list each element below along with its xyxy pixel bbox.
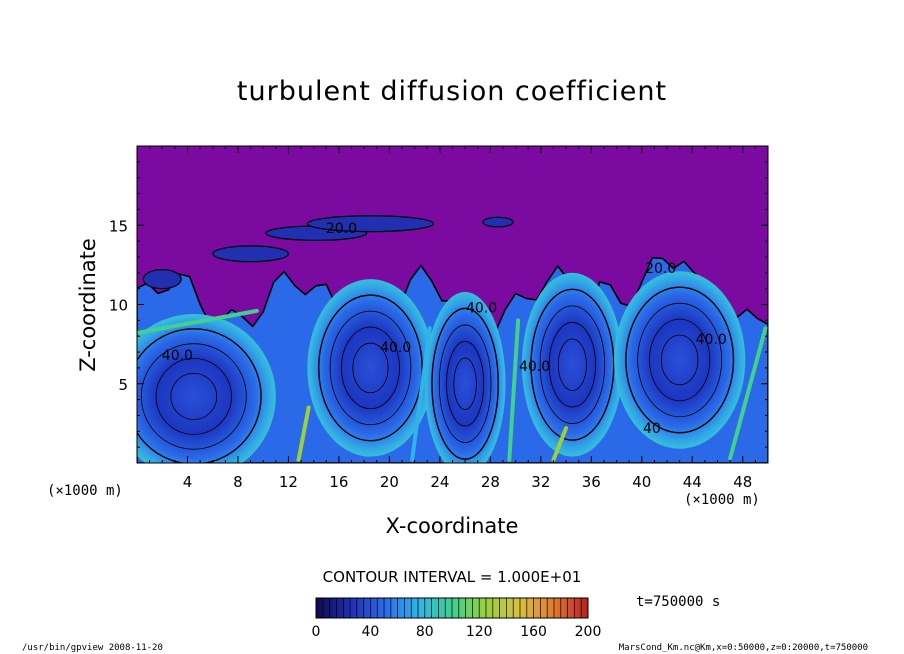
- y-tick-label: 10: [109, 297, 128, 315]
- x-axis-unit-right: (×1000 m): [684, 492, 760, 508]
- x-axis-label: X-coordinate: [385, 514, 519, 538]
- colorbar-frame: [315, 597, 589, 619]
- x-tick-label: 44: [683, 473, 702, 491]
- field-eddy-contour: [155, 358, 232, 435]
- field-eddy-4: [521, 272, 623, 457]
- field-eddy-contour: [341, 326, 400, 410]
- y-axis-ticks: 5 10 15: [109, 161, 768, 448]
- x-axis-ticks: 4 8 12 16 20 24 28 32 36 40 44 48: [149, 146, 756, 491]
- contour-label-6: 20.0: [326, 221, 357, 237]
- contour-labels: 40.0 40.0 40.0 40.0 40.0 20.0 20.0 40: [162, 221, 727, 437]
- colorbar-tick-label: 160: [520, 624, 547, 640]
- y-tick-label: 5: [118, 376, 128, 394]
- field-streak: [551, 426, 569, 462]
- field-eddy-contour: [137, 328, 262, 463]
- field-streak: [507, 318, 521, 462]
- colorbar: 0 40 80 120 160 200: [312, 597, 602, 640]
- contour-label-7: 20.0: [645, 261, 676, 277]
- time-label: t=750000 s: [636, 594, 721, 610]
- contour-label-3: 40.0: [466, 300, 497, 316]
- field-eddy-contour: [438, 324, 492, 443]
- x-tick-label: 40: [632, 473, 651, 491]
- field-eddy-contour: [625, 286, 735, 434]
- footer-data-source: MarsCond_Km.nc@Km,x=0:50000,z=0:20000,t=…: [618, 643, 868, 653]
- field-eddy-contour: [530, 288, 615, 441]
- field-cloud-blob: [212, 245, 290, 263]
- field-cloud-blob: [142, 269, 182, 290]
- field-eddy-contour: [649, 318, 711, 402]
- x-tick-label: 24: [430, 473, 449, 491]
- x-tick-label: 12: [279, 473, 298, 491]
- field-eddy-contour: [637, 302, 723, 418]
- field-eddy-contour: [660, 334, 699, 386]
- contour-label-4: 40.0: [519, 359, 550, 375]
- field-streak: [137, 308, 259, 336]
- x-tick-label: 28: [481, 473, 500, 491]
- contour-label-8: 40: [643, 421, 661, 437]
- field-eddy-contour: [548, 322, 597, 408]
- chart-title: turbulent diffusion coefficient: [236, 76, 668, 107]
- contour-label-2: 40.0: [380, 340, 411, 356]
- field-streak: [410, 326, 432, 462]
- field-eddy-contour: [453, 357, 477, 410]
- field-eddy-contour: [446, 341, 485, 427]
- colorbar-tick-label: 120: [466, 624, 493, 640]
- x-tick-label: 8: [233, 473, 243, 491]
- field-cloud-blob: [482, 216, 514, 228]
- field-eddy-3: [424, 291, 506, 463]
- field-eddy-contour: [431, 307, 499, 460]
- y-tick-label: 15: [109, 217, 128, 235]
- x-tick-label: 16: [329, 473, 348, 491]
- x-tick-label: 36: [582, 473, 601, 491]
- field-eddy-contour: [329, 310, 412, 426]
- x-tick-label: 20: [380, 473, 399, 491]
- colorbar-tick-label: 80: [416, 624, 434, 640]
- x-tick-label: 48: [733, 473, 752, 491]
- contour-label-5: 40.0: [696, 332, 727, 348]
- field-eddy-2: [307, 279, 434, 457]
- field-cloud-blob: [306, 215, 435, 233]
- field-eddy-1: [137, 314, 276, 463]
- field-eddy-contour: [170, 372, 218, 420]
- footer-program-date: /usr/bin/gpview 2008-11-20: [22, 643, 163, 653]
- colorbar-tick-label: 0: [312, 624, 321, 640]
- colorbar-tick-label: 40: [361, 624, 379, 640]
- x-tick-label: 32: [531, 473, 550, 491]
- field-eddy-contour: [557, 338, 587, 391]
- field-eddy-5: [614, 271, 746, 449]
- contour-interval-label: CONTOUR INTERVAL = 1.000E+01: [322, 568, 582, 586]
- x-axis-unit-left: (×1000 m): [47, 483, 123, 499]
- field-eddy-contour: [539, 305, 606, 424]
- field-streak: [728, 326, 768, 461]
- field-streak: [296, 405, 311, 462]
- field-eddy-contour: [140, 343, 247, 450]
- field-eddy-contour: [318, 294, 423, 442]
- colorbar-tick-label: 200: [575, 624, 602, 640]
- contour-label-1: 40.0: [162, 348, 193, 364]
- plot-area: [137, 146, 768, 463]
- x-tick-label: 4: [183, 473, 193, 491]
- field-eddy-contour: [352, 342, 389, 394]
